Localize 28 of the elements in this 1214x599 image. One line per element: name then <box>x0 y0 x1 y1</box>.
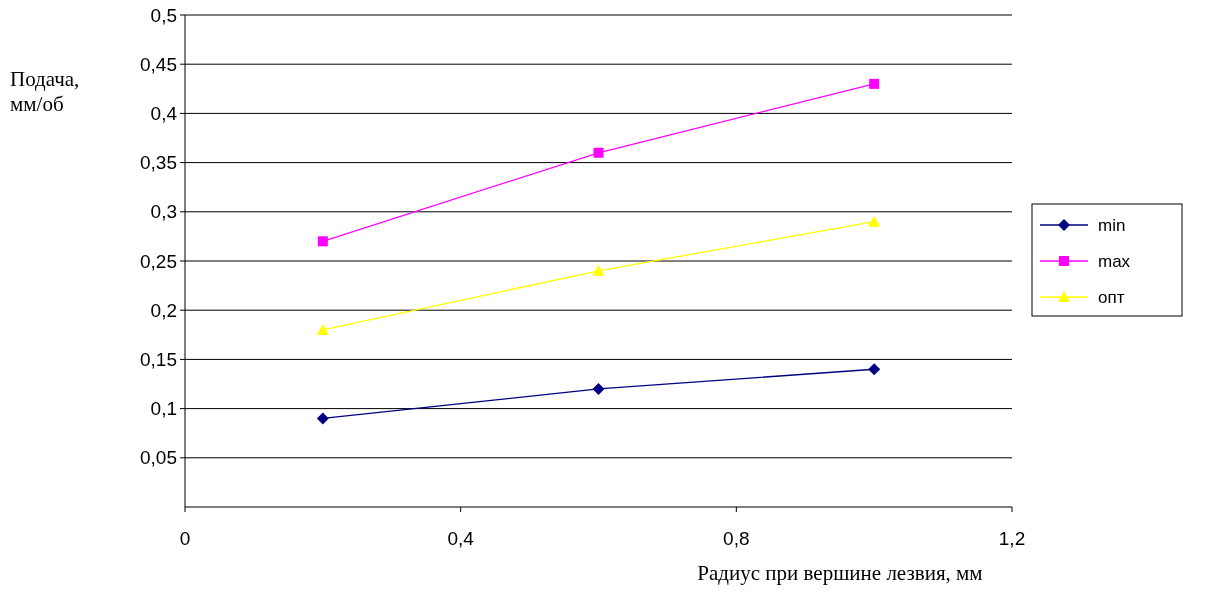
point <box>592 382 605 395</box>
y-axis-title: Подача, мм/об <box>10 67 80 116</box>
x-tick-label: 0,8 <box>723 528 750 549</box>
point <box>868 215 881 227</box>
point <box>592 264 605 276</box>
point <box>316 412 329 425</box>
x-tick-label: 1,2 <box>998 528 1026 549</box>
y-tick-label: 0,3 <box>150 201 177 223</box>
y-tick-label: 0,25 <box>140 250 177 272</box>
x-axis-title: Радиус при вершине лезвия, мм <box>697 561 983 585</box>
legend-label: опт <box>1098 287 1125 307</box>
point <box>593 147 604 158</box>
point <box>317 236 328 247</box>
x-tick-label: 0,4 <box>447 528 475 549</box>
y-tick-label: 0,45 <box>140 53 177 75</box>
y-tick-label: 0,1 <box>150 398 177 420</box>
y-tick-label: 0,4 <box>150 103 178 125</box>
y-tick-label: 0,15 <box>140 349 177 371</box>
point <box>869 78 880 89</box>
y-tick-label: 0,5 <box>150 4 177 26</box>
legend-label: max <box>1098 251 1131 271</box>
y-tick-label: 0,05 <box>140 447 177 469</box>
y-tick-label: 0,35 <box>140 152 177 174</box>
point <box>316 323 329 335</box>
x-tick-label: 0 <box>179 528 191 549</box>
legend-label: min <box>1098 215 1126 235</box>
point <box>868 363 881 376</box>
y-tick-label: 0,2 <box>150 299 177 321</box>
